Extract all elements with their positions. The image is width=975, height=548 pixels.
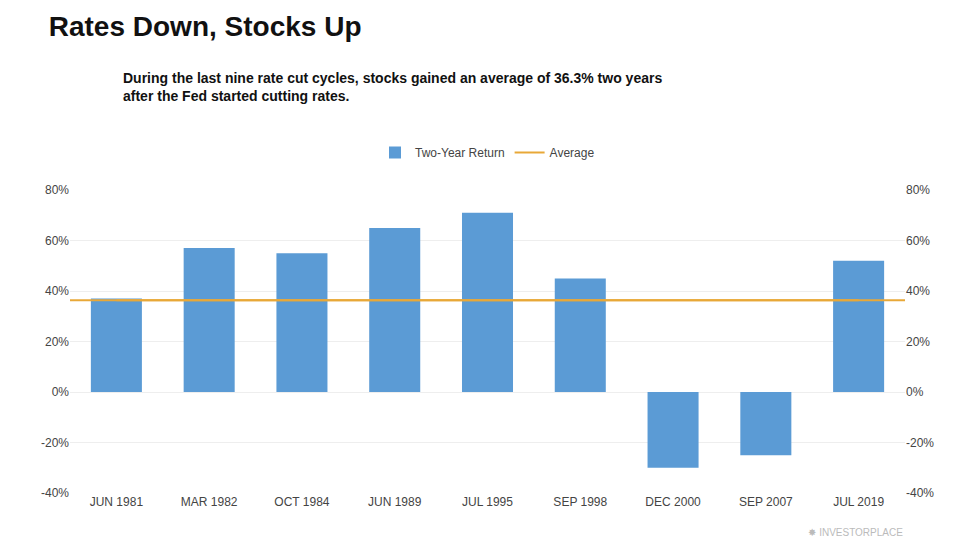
- svg-text:80%: 80%: [906, 183, 930, 197]
- svg-text:SEP 2007: SEP 2007: [739, 495, 793, 509]
- svg-text:-20%: -20%: [906, 436, 934, 450]
- svg-text:40%: 40%: [906, 284, 930, 298]
- svg-text:0%: 0%: [906, 385, 924, 399]
- svg-text:JUL 1995: JUL 1995: [462, 495, 513, 509]
- svg-text:Average: Average: [550, 146, 595, 160]
- svg-text:JUN 1981: JUN 1981: [90, 495, 144, 509]
- svg-text:60%: 60%: [45, 234, 69, 248]
- svg-text:MAR 1982: MAR 1982: [181, 495, 238, 509]
- svg-text:SEP 1998: SEP 1998: [553, 495, 607, 509]
- svg-text:20%: 20%: [45, 335, 69, 349]
- svg-text:OCT 1984: OCT 1984: [274, 495, 329, 509]
- svg-text:-40%: -40%: [41, 486, 69, 500]
- svg-text:-20%: -20%: [41, 436, 69, 450]
- svg-text:JUN 1989: JUN 1989: [368, 495, 422, 509]
- svg-text:-40%: -40%: [906, 486, 934, 500]
- svg-text:0%: 0%: [52, 385, 70, 399]
- svg-text:JUL 2019: JUL 2019: [833, 495, 884, 509]
- svg-text:40%: 40%: [45, 284, 69, 298]
- svg-text:DEC 2000: DEC 2000: [645, 495, 701, 509]
- svg-text:Two-Year Return: Two-Year Return: [415, 146, 505, 160]
- svg-text:✸ INVESTORPLACE: ✸ INVESTORPLACE: [808, 527, 903, 538]
- svg-text:60%: 60%: [906, 234, 930, 248]
- svg-text:80%: 80%: [45, 183, 69, 197]
- svg-text:20%: 20%: [906, 335, 930, 349]
- svg-text:Rates Down, Stocks Up: Rates Down, Stocks Up: [49, 11, 362, 42]
- svg-text:During the last nine rate cut: During the last nine rate cut cycles, st…: [123, 70, 662, 104]
